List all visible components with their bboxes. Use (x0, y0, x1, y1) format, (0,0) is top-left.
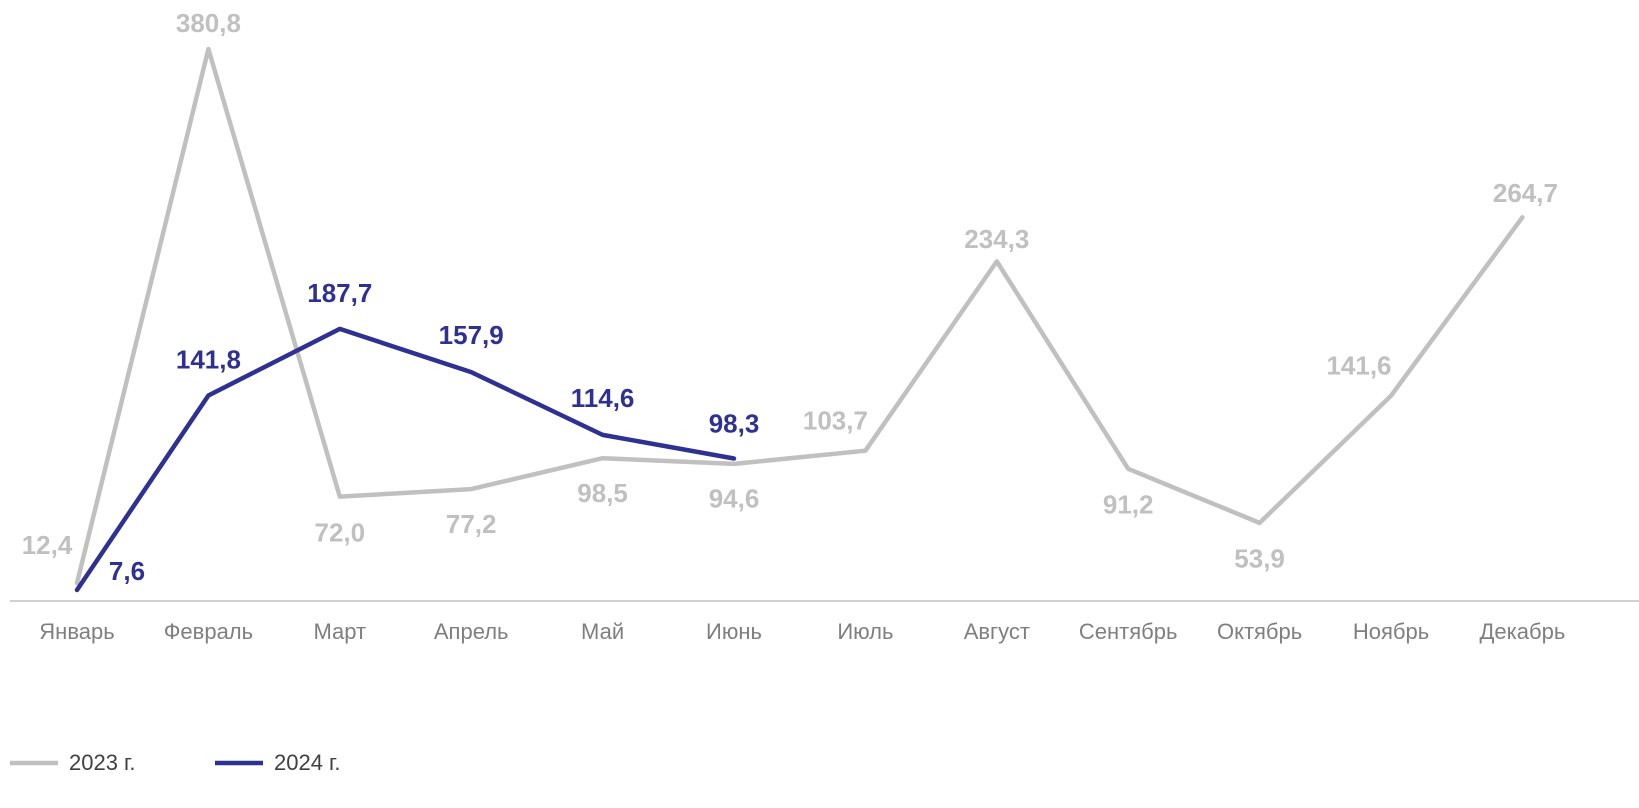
value-label: 157,9 (439, 320, 504, 350)
value-label: 141,8 (176, 344, 241, 374)
legend-label: 2024 г. (274, 750, 341, 775)
value-label: 141,6 (1326, 351, 1391, 381)
value-label: 187,7 (307, 278, 372, 308)
value-label: 53,9 (1234, 544, 1285, 574)
x-tick-label: Апрель (434, 619, 509, 644)
x-tick-label: Декабрь (1480, 619, 1566, 644)
x-tick-label: Июль (837, 619, 893, 644)
x-tick-label: Октябрь (1217, 619, 1302, 644)
x-tick-label: Июнь (706, 619, 762, 644)
value-label: 114,6 (571, 383, 635, 413)
x-tick-label: Февраль (164, 619, 253, 644)
value-label: 234,3 (964, 224, 1029, 254)
value-label: 380,8 (176, 8, 241, 38)
series-line (74, 326, 737, 593)
value-label: 7,6 (109, 556, 145, 586)
x-tick-label: Август (964, 619, 1030, 644)
value-label: 77,2 (446, 509, 497, 539)
series-line (74, 46, 1525, 586)
value-label: 264,7 (1493, 178, 1558, 208)
value-label: 103,7 (803, 406, 868, 436)
value-label: 94,6 (709, 484, 760, 514)
x-tick-label: Март (313, 619, 366, 644)
x-tick-label: Январь (39, 619, 114, 644)
x-tick-label: Сентябрь (1079, 619, 1178, 644)
x-tick-label: Май (581, 619, 624, 644)
value-label: 12,4 (22, 530, 73, 560)
value-label: 91,2 (1103, 490, 1154, 520)
value-label: 98,5 (577, 478, 628, 508)
value-label: 72,0 (314, 518, 365, 548)
legend-label: 2023 г. (69, 750, 136, 775)
x-tick-label: Ноябрь (1353, 619, 1429, 644)
value-label: 98,3 (709, 408, 760, 438)
